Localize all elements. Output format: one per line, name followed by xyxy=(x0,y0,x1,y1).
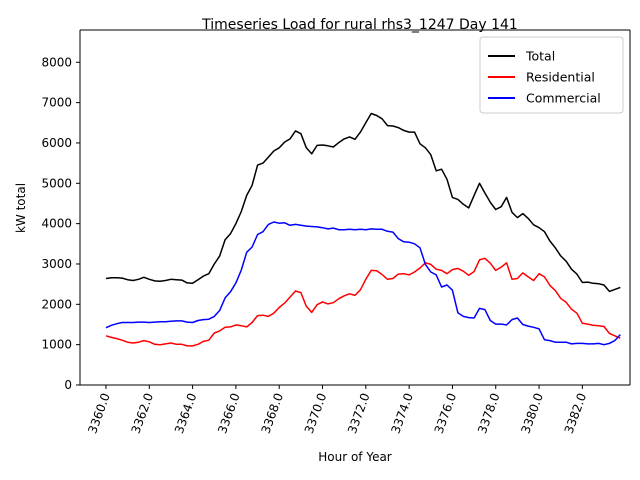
y-tick-label: 4000 xyxy=(41,217,72,231)
y-tick-label: 7000 xyxy=(41,96,72,110)
y-tick-label: 8000 xyxy=(41,55,72,69)
legend-box xyxy=(479,36,624,114)
series-line-commercial xyxy=(105,221,621,346)
y-tick-label: 2000 xyxy=(41,297,72,311)
series-line-total xyxy=(105,112,621,293)
y-tick-label: 0 xyxy=(64,378,72,392)
y-axis-label: kW total xyxy=(14,183,28,233)
series-layer xyxy=(105,112,621,347)
y-tick-label: 3000 xyxy=(41,257,72,271)
legend-label-commercial: Commercial xyxy=(526,91,601,106)
y-axis: 0 1000 2000 3000 4000 5000 6000 7000 8000 xyxy=(41,55,80,392)
series-line-residential xyxy=(105,257,621,347)
x-axis-label: Hour of Year xyxy=(318,450,392,464)
legend: Total Residential Commercial xyxy=(479,36,624,114)
legend-label-total: Total xyxy=(525,49,555,64)
y-tick-label: 6000 xyxy=(41,136,72,150)
legend-label-residential: Residential xyxy=(526,70,595,85)
y-tick-label: 1000 xyxy=(41,338,72,352)
y-tick-label: 5000 xyxy=(41,176,72,190)
chart-title: Timeseries Load for rural rhs3_1247 Day … xyxy=(201,17,518,33)
